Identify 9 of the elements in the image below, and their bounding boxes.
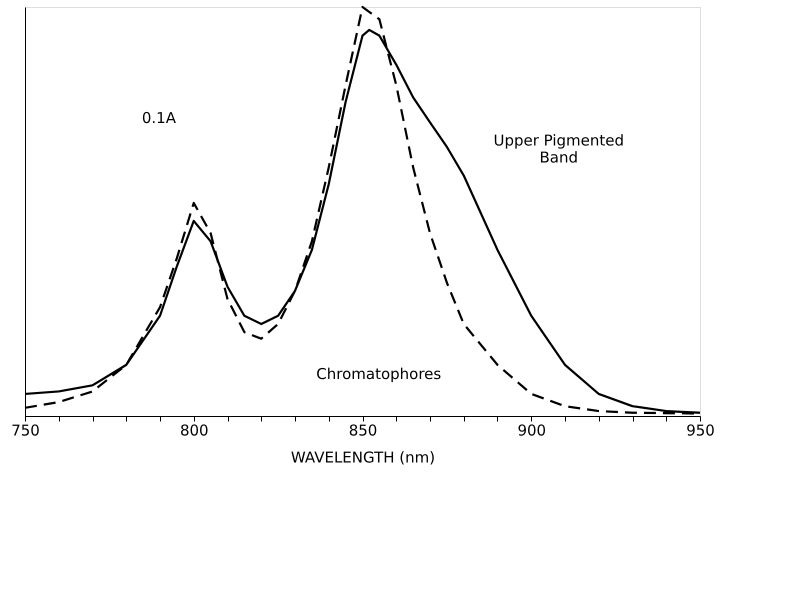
x-tick-label: 850	[348, 422, 378, 440]
x-tick-label: 900	[517, 422, 546, 440]
x-tick-label: 950	[686, 422, 715, 440]
x-tick-label: 800	[180, 422, 209, 440]
x-tick-label: 750	[11, 422, 40, 440]
text: Chromatophores	[316, 364, 442, 383]
text: Upper Pigmented Band	[493, 132, 624, 167]
x-axis-title: WAVELENGTH (nm)	[290, 448, 436, 466]
annotation: 0.1A	[142, 109, 177, 127]
